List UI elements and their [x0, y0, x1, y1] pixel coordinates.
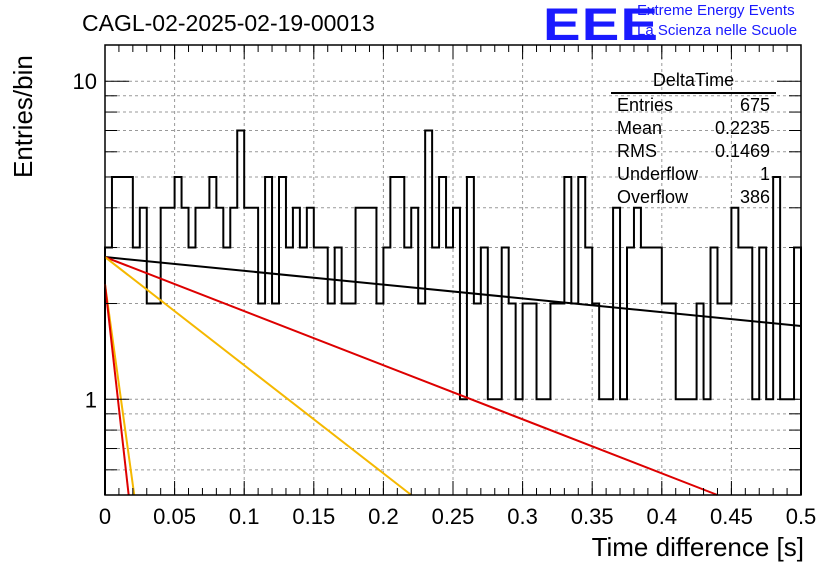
y-tick-label: 1: [85, 387, 97, 412]
stats-label: RMS: [617, 141, 657, 161]
x-tick-label: 0.35: [571, 504, 614, 529]
x-tick-label: 0.15: [292, 504, 335, 529]
stats-row-overflow: Overflow 386: [611, 186, 776, 209]
x-tick-label: 0.3: [507, 504, 538, 529]
stats-label: Mean: [617, 118, 663, 138]
eee-logo: EEE: [543, 0, 660, 50]
stats-row-underflow: Underflow 1: [611, 163, 776, 186]
stats-value: 386: [739, 187, 770, 207]
stats-value: 1: [759, 164, 770, 184]
x-tick-label: 0.25: [432, 504, 475, 529]
stats-row-entries: Entries 675: [611, 94, 776, 117]
y-axis-label: Entries/bin: [8, 55, 38, 178]
stats-label: Underflow: [617, 164, 699, 184]
y-tick-label: 10: [73, 69, 97, 94]
x-tick-label: 0.4: [647, 504, 678, 529]
x-tick-label: 0.45: [710, 504, 753, 529]
logo-line-1: Extreme Energy Events: [637, 2, 795, 19]
stats-value: 675: [739, 95, 770, 115]
fit-line-5: [104, 284, 130, 496]
x-tick-label: 0.1: [229, 504, 260, 529]
x-tick-label: 0: [99, 504, 111, 529]
stats-row-mean: Mean 0.2235: [611, 117, 776, 140]
x-tick-label: 0.2: [368, 504, 399, 529]
x-tick-label: 0.5: [786, 504, 817, 529]
fit-line-1: [104, 256, 802, 327]
stats-value: 0.1469: [714, 141, 770, 161]
stats-label: Entries: [617, 95, 674, 115]
stats-title: DeltaTime: [611, 70, 776, 94]
stats-label: Overflow: [617, 187, 689, 207]
logo-line-2: La Scienza nelle Scuole: [637, 22, 798, 39]
stats-row-rms: RMS 0.1469: [611, 140, 776, 163]
fit-line-3: [104, 256, 412, 496]
histogram-series: [104, 129, 802, 495]
fit-line-2: [104, 256, 718, 496]
x-axis-label: Time difference [s]: [591, 532, 804, 562]
chart-title: CAGL-02-2025-02-19-00013: [82, 10, 375, 36]
x-tick-label: 0.05: [153, 504, 196, 529]
stats-value: 0.2235: [714, 118, 770, 138]
stats-box: DeltaTime Entries 675 Mean 0.2235 RMS 0.…: [611, 70, 776, 209]
